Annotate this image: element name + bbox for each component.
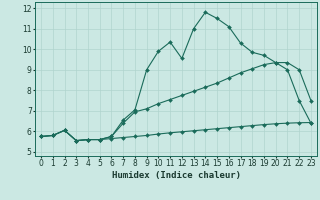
X-axis label: Humidex (Indice chaleur): Humidex (Indice chaleur): [111, 171, 241, 180]
